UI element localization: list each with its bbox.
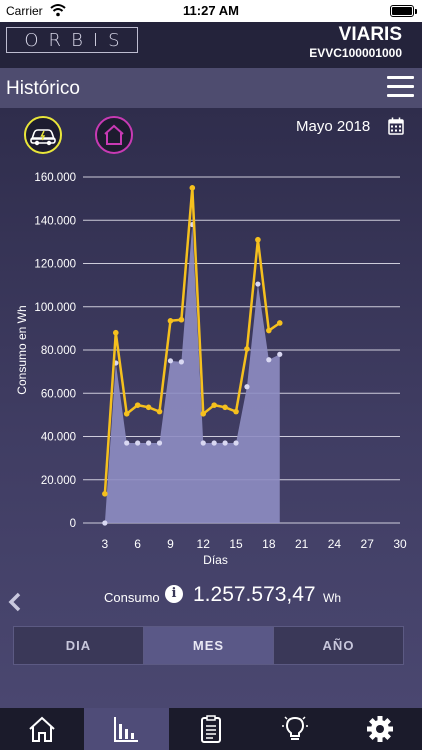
area-point [178, 359, 184, 365]
line-point [167, 318, 174, 324]
calendar-icon[interactable] [388, 117, 404, 135]
x-tick-label: 30 [393, 537, 407, 551]
x-tick-label: 15 [229, 537, 243, 551]
bottom-nav [0, 708, 422, 750]
area-point [266, 357, 272, 363]
y-tick-label: 0 [70, 518, 76, 530]
y-tick-label: 80.000 [41, 345, 76, 357]
ev-charger-filter-button[interactable] [24, 116, 62, 154]
line-point [102, 491, 108, 497]
x-tick-label: 3 [102, 537, 109, 551]
line-point [178, 316, 185, 323]
line-point [211, 402, 217, 408]
nav-home[interactable] [0, 708, 84, 750]
x-axis-label: Días [203, 553, 228, 567]
y-tick-label: 40.000 [41, 432, 76, 444]
line-point [266, 327, 272, 334]
line-point [134, 402, 141, 408]
tab-dia[interactable]: DIA [14, 627, 144, 664]
line-point [112, 329, 119, 336]
month-selector[interactable]: Mayo 2018 [296, 118, 371, 135]
area-point [102, 520, 108, 526]
x-tick-label: 18 [262, 537, 276, 551]
x-tick-label: 12 [197, 537, 211, 551]
orbis-logo: ORBIS [6, 27, 138, 53]
electric-car-icon [30, 129, 56, 146]
area-point [145, 440, 152, 446]
tab-ano[interactable]: AÑO [274, 627, 403, 664]
y-axis-label: Consumo en Wh [15, 305, 29, 394]
line-point [123, 410, 130, 417]
line-point [156, 408, 163, 415]
status-bar: Carrier 11:27 AM [0, 0, 422, 22]
area-point [277, 351, 283, 357]
main-content: 0 20.000 40.000 60.000 80.000 100.000 120.000 1… [0, 108, 422, 708]
battery-icon [390, 5, 417, 17]
area-series [104, 224, 280, 523]
area-point [233, 440, 239, 446]
nav-history[interactable] [84, 708, 169, 750]
y-tick-label: 20.000 [41, 475, 76, 487]
wifi-icon [50, 4, 66, 17]
nav-tips[interactable] [253, 708, 337, 750]
line-point [233, 408, 239, 415]
line-point [244, 346, 250, 352]
hamburger-menu-icon[interactable] [387, 76, 414, 98]
area-point [255, 281, 261, 287]
nav-settings[interactable] [338, 708, 422, 750]
logo-text: ORBIS [24, 29, 130, 51]
area-point [135, 440, 141, 446]
line-point [200, 410, 207, 417]
y-tick-label: 140.000 [34, 215, 76, 227]
consumption-label: Consumo [104, 590, 160, 605]
carrier-label: Carrier [6, 4, 43, 18]
line-point [222, 404, 228, 411]
consumption-total: 1.257.573,47 [193, 583, 316, 606]
line-point [276, 320, 283, 326]
y-tick-label: 100.000 [34, 302, 76, 314]
area-point [211, 440, 217, 446]
clipboard-icon [200, 715, 221, 743]
x-tick-label: 24 [328, 537, 342, 551]
house-icon [104, 124, 124, 145]
device-serial: EVVC100001000 [309, 46, 402, 60]
y-tick-label: 160.000 [34, 172, 76, 184]
area-point [156, 440, 163, 446]
area-point [222, 440, 228, 446]
title-bar: Histórico [0, 68, 422, 108]
page-title: Histórico [6, 78, 80, 99]
area-point [124, 440, 130, 446]
area-point [167, 358, 174, 364]
info-icon[interactable]: i [165, 585, 183, 603]
home-filter-button[interactable] [95, 116, 133, 154]
brand-bar: ORBIS VIARIS EVVC100001000 [0, 22, 422, 68]
area-point [244, 384, 250, 390]
x-tick-label: 9 [167, 537, 174, 551]
y-tick-label: 60.000 [41, 388, 76, 400]
consumption-chart: 0 20.000 40.000 60.000 80.000 100.000 120.000 1… [15, 172, 407, 567]
line-point [145, 404, 152, 411]
nav-reports[interactable] [169, 708, 253, 750]
device-name: VIARIS [338, 24, 402, 45]
x-tick-label: 21 [295, 537, 309, 551]
chevron-left-icon[interactable] [4, 590, 26, 614]
home-icon [29, 716, 55, 742]
x-tick-label: 6 [134, 537, 141, 551]
line-point [255, 236, 261, 243]
period-tabs: DIA MES AÑO [13, 626, 404, 665]
consumption-unit: Wh [323, 591, 341, 605]
x-tick-label: 27 [361, 537, 375, 551]
status-time: 11:27 AM [183, 3, 239, 18]
consumption-summary: Consumo i 1.257.573,47 Wh [0, 580, 422, 610]
area-point [200, 440, 206, 446]
lightbulb-icon [282, 716, 309, 740]
y-tick-label: 120.000 [34, 259, 76, 271]
bar-chart-icon [114, 717, 139, 742]
line-point [189, 185, 196, 191]
gear-icon [366, 716, 393, 742]
tab-mes[interactable]: MES [144, 627, 274, 664]
